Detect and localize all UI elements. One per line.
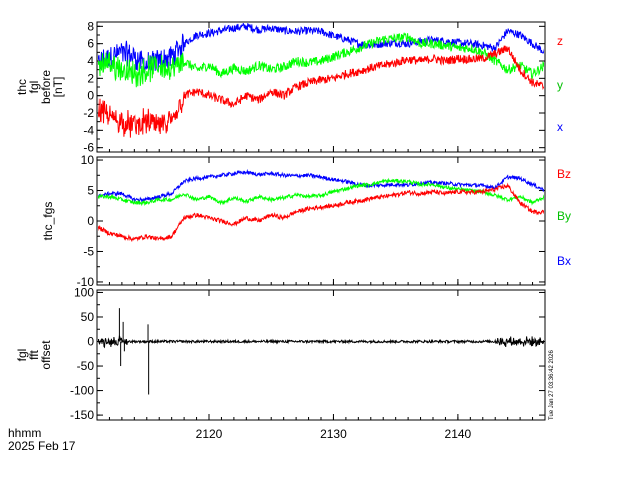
y-axis-title-line: thc_fgs — [41, 202, 55, 241]
y-tick-label: 4 — [87, 54, 94, 68]
date-label: 2025 Feb 17 — [8, 439, 76, 453]
y-tick-label: -100 — [70, 384, 94, 398]
x-axis-labels: 2120 2130 2140 — [196, 427, 472, 441]
y-tick-label: 10 — [81, 153, 95, 167]
legend-y: y — [557, 78, 563, 92]
y-axis-title-line: [nT] — [51, 77, 65, 98]
plot-canvas: -6-4-202468thcfglbefore[nT]zyx -10-50510… — [0, 0, 640, 480]
y-tick-label: 50 — [81, 310, 95, 324]
panel-frame — [97, 290, 545, 420]
y-tick-label: -2 — [83, 106, 94, 120]
legend-by: By — [557, 209, 571, 223]
y-tick-label: 100 — [74, 285, 94, 299]
legend-bx: Bx — [557, 254, 571, 268]
y-tick-label: 5 — [87, 184, 94, 198]
y-axis-title: thcfglbefore[nT] — [15, 70, 65, 104]
y-tick-label: 0 — [87, 89, 94, 103]
y-tick-label: -150 — [70, 408, 94, 422]
y-tick-label: 0 — [87, 335, 94, 349]
legend-bz: Bz — [557, 167, 571, 181]
legend-x: x — [557, 120, 563, 134]
y-tick-label: 8 — [87, 19, 94, 33]
timestamp-stamp: Tue Jan 27 03:36:42 2026 — [549, 350, 555, 420]
x-tick-label: 2120 — [196, 427, 223, 441]
x-tick-label: 2130 — [320, 427, 347, 441]
y-tick-label: -50 — [77, 359, 95, 373]
panel-fft-offset: -150 -100 -50 0 50 100 fglfftoffset — [15, 285, 545, 422]
legend-z: z — [557, 34, 563, 48]
y-tick-label: 6 — [87, 37, 94, 51]
y-tick-label: -4 — [83, 123, 94, 137]
panel-frame — [97, 157, 545, 285]
y-tick-label: 0 — [87, 214, 94, 228]
x-unit-label: hhmm — [8, 426, 41, 440]
y-tick-label: -5 — [83, 244, 94, 258]
y-axis-title: fglfftoffset — [15, 340, 53, 370]
y-axis-title: thc_fgs — [41, 202, 55, 241]
x-tick-label: 2140 — [445, 427, 472, 441]
series-line-offset — [97, 336, 545, 347]
y-tick-label: 2 — [87, 71, 94, 85]
y-axis-title-line: offset — [39, 340, 53, 370]
